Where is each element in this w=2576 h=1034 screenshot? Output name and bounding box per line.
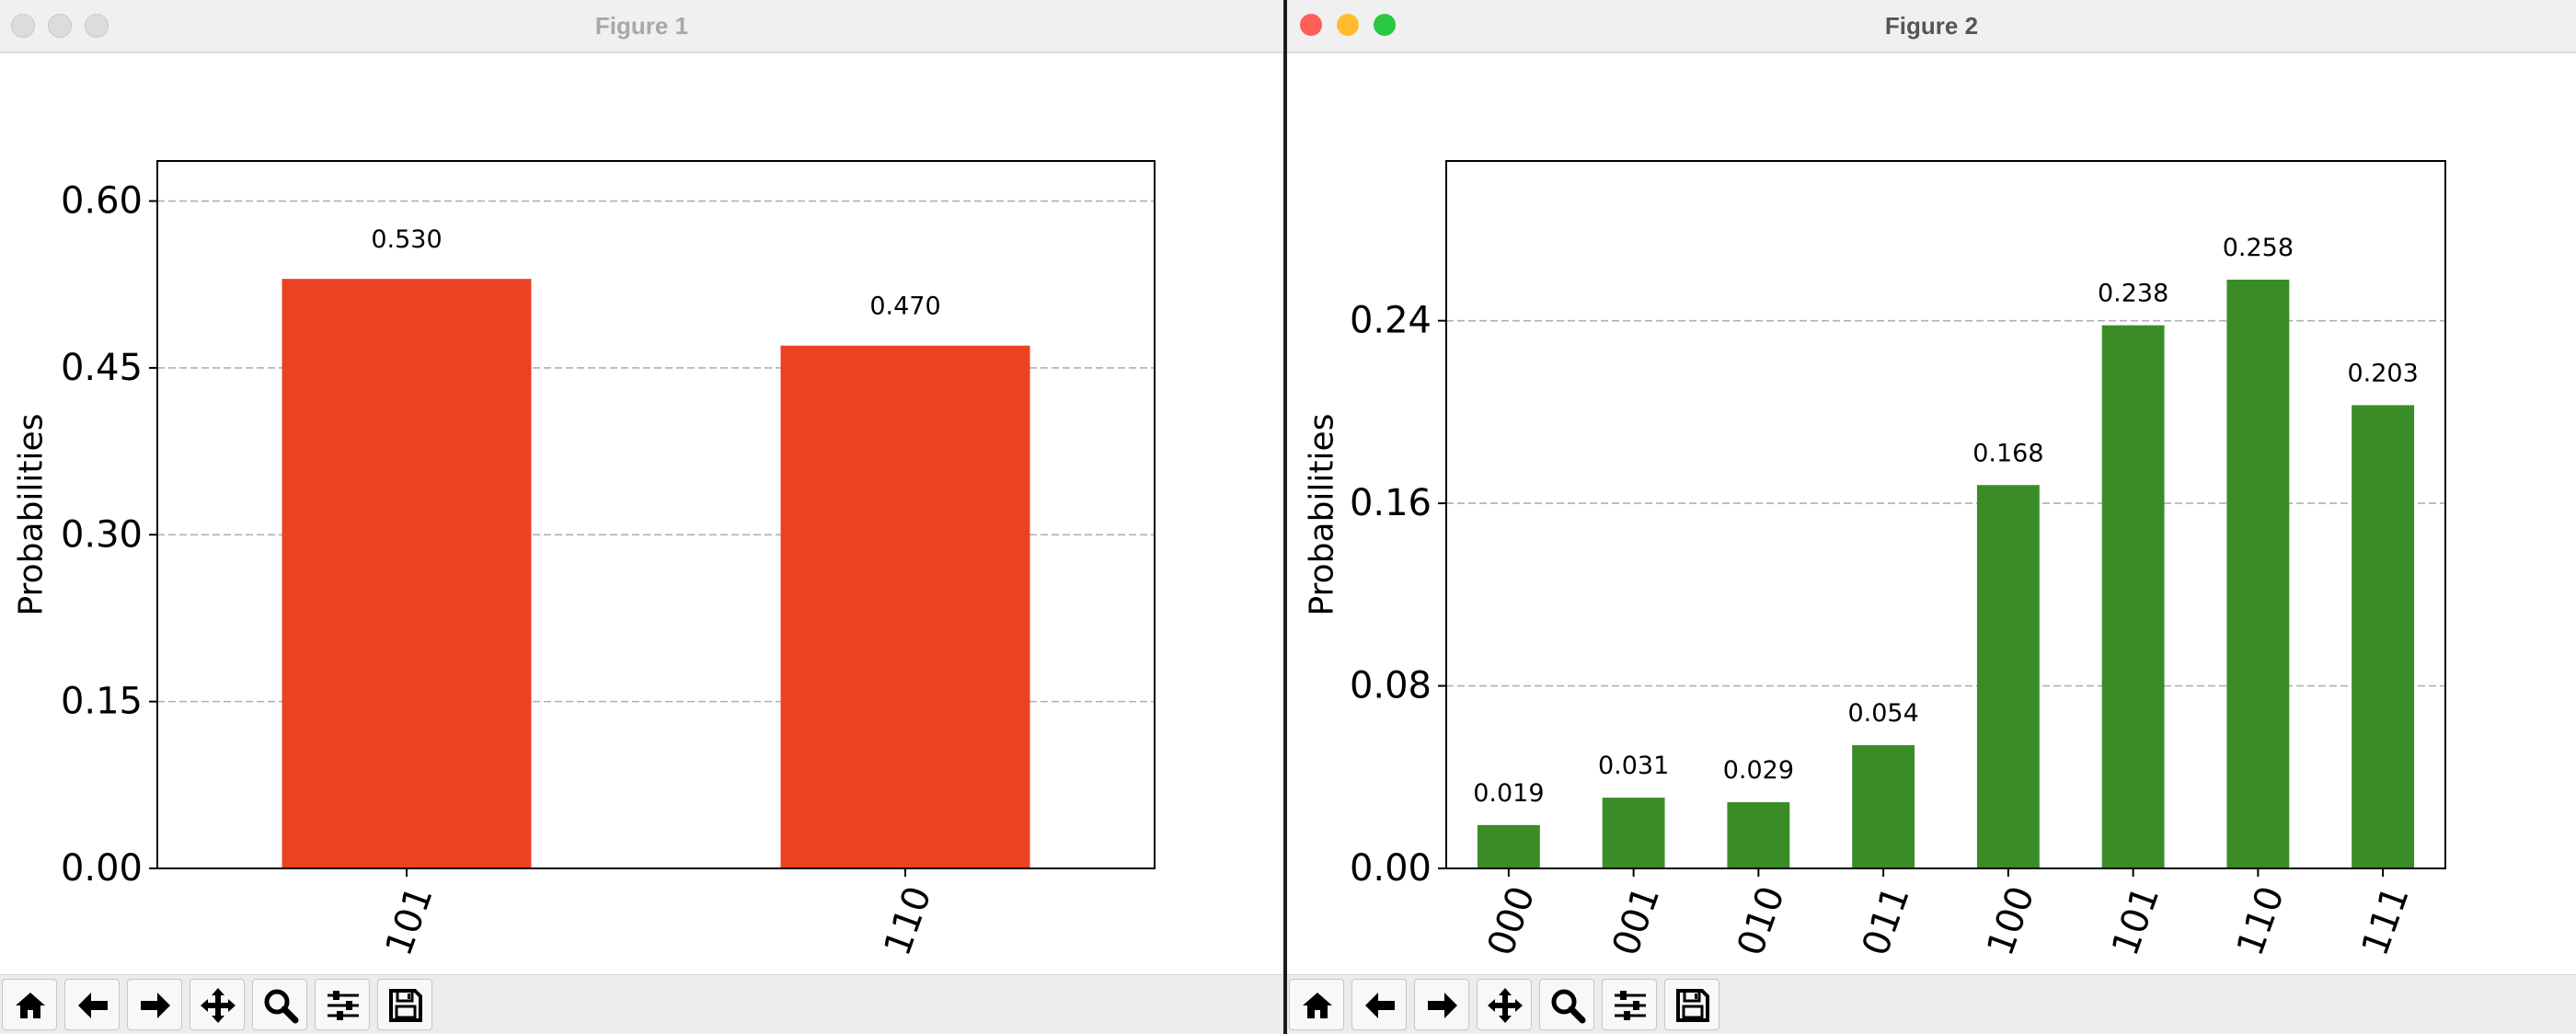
value-label: 0.238	[2098, 280, 2168, 308]
minimize-button[interactable]	[1337, 14, 1359, 36]
title-bar[interactable]: Figure 2	[1287, 0, 2576, 53]
back-arrow-icon	[1365, 993, 1395, 1018]
y-tick-label: 0.08	[1350, 665, 1432, 707]
bar-110	[2226, 279, 2290, 868]
zoom-button[interactable]	[85, 14, 109, 38]
x-tick-label: 101	[377, 880, 441, 960]
configure-subplots-button[interactable]	[1602, 979, 1657, 1030]
back-arrow-icon	[78, 993, 108, 1018]
x-tick-label: 110	[876, 880, 939, 960]
figure-canvas[interactable]: 0.530 101 0.470 110 0.00 0.15 0.30 0.45 0.60 Prob…	[0, 53, 1283, 975]
home-button[interactable]	[2, 979, 57, 1030]
x-tick-label: 100	[1979, 880, 2042, 960]
x-tick-label: 001	[1604, 880, 1668, 960]
y-tick-label: 0.16	[1350, 482, 1432, 524]
save-button[interactable]	[1664, 979, 1719, 1030]
zoom-button[interactable]	[1539, 979, 1594, 1030]
pan-button[interactable]	[1477, 979, 1532, 1030]
axes-frame	[156, 160, 1156, 869]
figure-2-window: Figure 2 0.019 000 0.031 001 0.029 010 0.054 01…	[1287, 0, 2576, 1034]
y-tick-label: 0.45	[61, 347, 143, 389]
navigation-toolbar	[0, 974, 1283, 1034]
x-tick-label: 000	[1479, 880, 1543, 960]
y-tick-label: 0.00	[61, 847, 143, 890]
configure-subplots-button[interactable]	[315, 979, 370, 1030]
y-tick-label: 0.24	[1350, 300, 1432, 342]
zoom-button[interactable]	[252, 979, 307, 1030]
bar-110	[780, 345, 1030, 868]
bar-000	[1477, 824, 1540, 868]
forward-arrow-button[interactable]	[127, 979, 182, 1030]
x-tick-label: 011	[1855, 880, 1918, 960]
y-axis-label: Probabilities	[13, 414, 51, 616]
bar-chart: 0.530 101 0.470 110 0.00 0.15 0.30 0.45 0.60 Prob…	[13, 160, 1156, 961]
forward-arrow-icon	[141, 993, 170, 1018]
configure-subplots-icon	[328, 991, 359, 1020]
y-tick-label: 0.30	[61, 513, 143, 556]
navigation-toolbar	[1287, 974, 2576, 1034]
x-tick-label: 101	[2104, 880, 2168, 960]
zoom-icon	[264, 989, 299, 1024]
save-icon	[1676, 989, 1709, 1022]
value-label: 0.029	[1723, 756, 1794, 785]
configure-subplots-icon	[1615, 991, 1646, 1020]
pan-icon	[201, 988, 236, 1023]
value-label: 0.031	[1598, 752, 1669, 780]
home-icon	[1303, 993, 1332, 1018]
zoom-button[interactable]	[1374, 14, 1396, 36]
save-button[interactable]	[377, 979, 432, 1030]
bar-011	[1852, 745, 1915, 868]
save-icon	[389, 989, 422, 1022]
value-label: 0.258	[2223, 234, 2294, 262]
bar-111	[2352, 405, 2415, 868]
value-label: 0.019	[1473, 779, 1544, 808]
value-label: 0.168	[1972, 439, 2043, 467]
axes-frame	[1445, 160, 2446, 869]
x-tick-label: 111	[2354, 880, 2418, 960]
pan-button[interactable]	[190, 979, 245, 1030]
zoom-icon	[1551, 989, 1586, 1024]
figure-1-window: Figure 1 0.530 101 0.470 110 0.00 0.15 0.30 0.4…	[0, 0, 1283, 1034]
close-button[interactable]	[1300, 14, 1322, 36]
home-icon	[16, 993, 45, 1018]
forward-arrow-icon	[1428, 993, 1457, 1018]
window-title: Figure 1	[594, 12, 689, 40]
bar-chart: 0.019 000 0.031 001 0.029 010 0.054 011 0.168 100…	[1304, 160, 2446, 961]
x-tick-label: 110	[2229, 880, 2293, 960]
home-button[interactable]	[1289, 979, 1344, 1030]
forward-arrow-button[interactable]	[1414, 979, 1469, 1030]
value-label: 0.203	[2347, 359, 2418, 387]
bar-101	[2101, 325, 2165, 868]
y-tick-label: 0.00	[1350, 847, 1432, 890]
window-title: Figure 2	[1884, 12, 1979, 40]
title-bar[interactable]: Figure 1	[0, 0, 1283, 53]
back-arrow-button[interactable]	[64, 979, 120, 1030]
y-tick-label: 0.15	[61, 681, 143, 723]
minimize-button[interactable]	[48, 14, 72, 38]
x-tick-label: 010	[1730, 880, 1793, 960]
bar-001	[1602, 798, 1665, 868]
value-label: 0.470	[869, 293, 940, 321]
bar-101	[282, 279, 532, 868]
value-label: 0.054	[1847, 699, 1918, 728]
close-button[interactable]	[11, 14, 35, 38]
bar-010	[1727, 802, 1790, 868]
pan-icon	[1488, 988, 1523, 1023]
y-axis-label: Probabilities	[1304, 414, 1341, 616]
bar-100	[1976, 485, 2040, 868]
back-arrow-button[interactable]	[1351, 979, 1407, 1030]
value-label: 0.530	[371, 225, 442, 254]
figure-canvas[interactable]: 0.019 000 0.031 001 0.029 010 0.054 011 0.168 100…	[1287, 53, 2576, 975]
y-tick-label: 0.60	[61, 180, 143, 223]
